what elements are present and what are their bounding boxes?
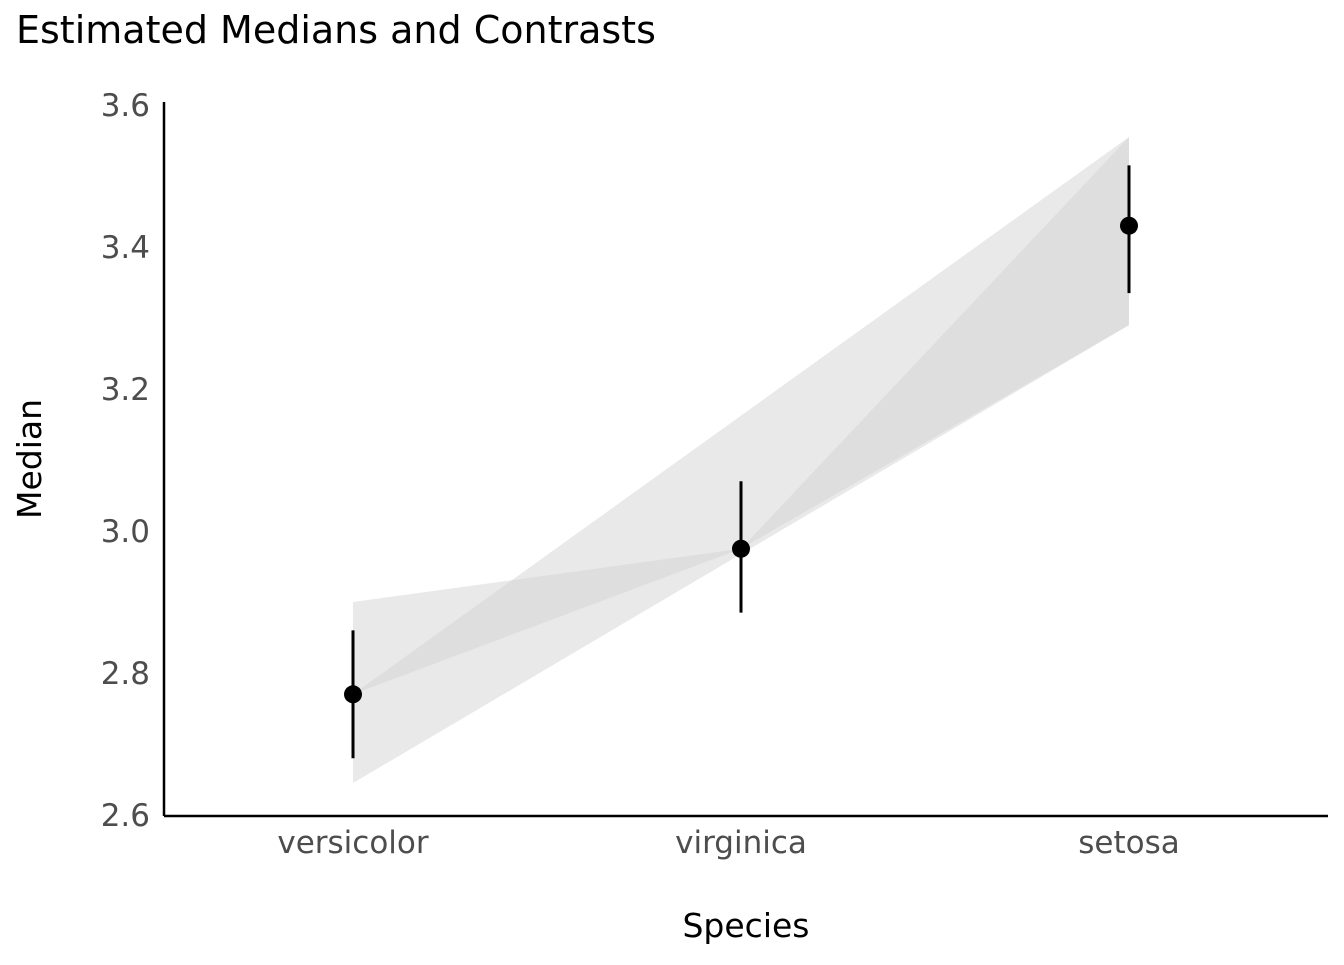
y-axis-ticks: 2.6 2.8 3.0 3.2 3.4 3.6	[101, 88, 150, 834]
chart-title: Estimated Medians and Contrasts	[16, 8, 656, 52]
contrast-bands	[353, 136, 1129, 784]
y-axis-title: Median	[10, 399, 49, 519]
y-tick-label: 2.6	[101, 798, 150, 834]
median-point-virginica	[732, 539, 750, 558]
y-tick-label: 2.8	[101, 656, 150, 692]
y-tick-label: 3.2	[101, 372, 150, 408]
y-tick-label: 3.4	[101, 230, 150, 266]
x-axis-title: Species	[682, 906, 809, 945]
median-points	[344, 216, 1138, 704]
x-tick-label-versicolor: versicolor	[277, 825, 429, 861]
x-tick-label-virginica: virginica	[675, 825, 807, 861]
contrast-band-versicolor-setosa-1	[353, 136, 1129, 695]
median-point-setosa	[1120, 216, 1138, 235]
y-tick-label: 3.0	[101, 514, 150, 550]
median-point-versicolor	[344, 685, 362, 704]
contrast-band-virginica-setosa-2	[741, 136, 1129, 549]
x-tick-label-setosa: setosa	[1078, 825, 1180, 861]
y-tick-label: 3.6	[101, 88, 150, 124]
x-axis-ticks: versicolor virginica setosa	[277, 825, 1179, 861]
